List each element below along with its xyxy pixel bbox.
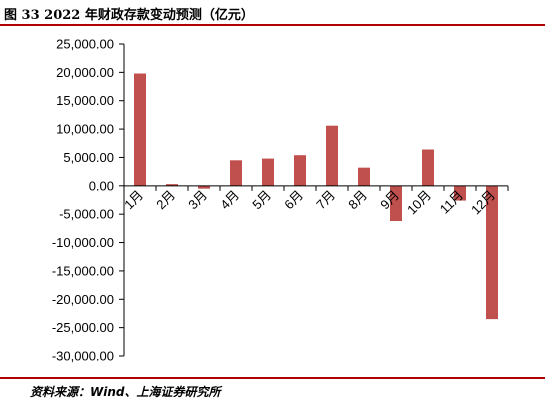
x-tick-label: 4月 [217,187,242,212]
bottom-divider [0,377,545,379]
figure-title: 图 33 2022 年财政存款变动预测（亿元） [4,8,254,23]
y-tick-label: -25,000.00 [52,320,114,335]
x-tick-label: 8月 [345,187,370,212]
x-tick-label: 2月 [153,187,178,212]
bar-12 [486,185,498,320]
bar-2 [166,184,178,186]
x-tick-label: 5月 [249,187,274,212]
y-tick-label: 0.00 [89,178,114,193]
bar-4 [230,160,242,186]
top-divider [0,24,545,26]
bar-1 [134,73,146,186]
y-tick-label: 10,000.00 [56,122,114,137]
bar-7 [326,125,338,186]
y-tick-label: 20,000.00 [56,65,114,80]
x-tick-label: 3月 [185,187,210,212]
y-tick-label: 25,000.00 [56,37,114,52]
bar-6 [294,155,306,186]
y-tick-label: -5,000.00 [59,207,114,222]
y-tick-label: -10,000.00 [52,235,114,250]
bar-10 [422,149,434,186]
y-tick-label: -30,000.00 [52,349,114,364]
x-tick-label: 6月 [281,187,306,212]
bar-11 [454,185,466,201]
bar-3 [198,185,210,189]
x-tick-label: 1月 [121,187,146,212]
x-tick-label: 10月 [404,187,434,217]
y-tick-label: 15,000.00 [56,93,114,108]
y-tick-label: -15,000.00 [52,263,114,278]
y-tick-label: 5,000.00 [63,150,114,165]
source-note: 资料来源：Wind、上海证券研究所 [30,385,221,399]
bar-8 [358,167,370,186]
y-tick-label: -20,000.00 [52,292,114,307]
x-tick-label: 7月 [313,187,338,212]
bar-5 [262,158,274,186]
bar-9 [390,185,402,221]
